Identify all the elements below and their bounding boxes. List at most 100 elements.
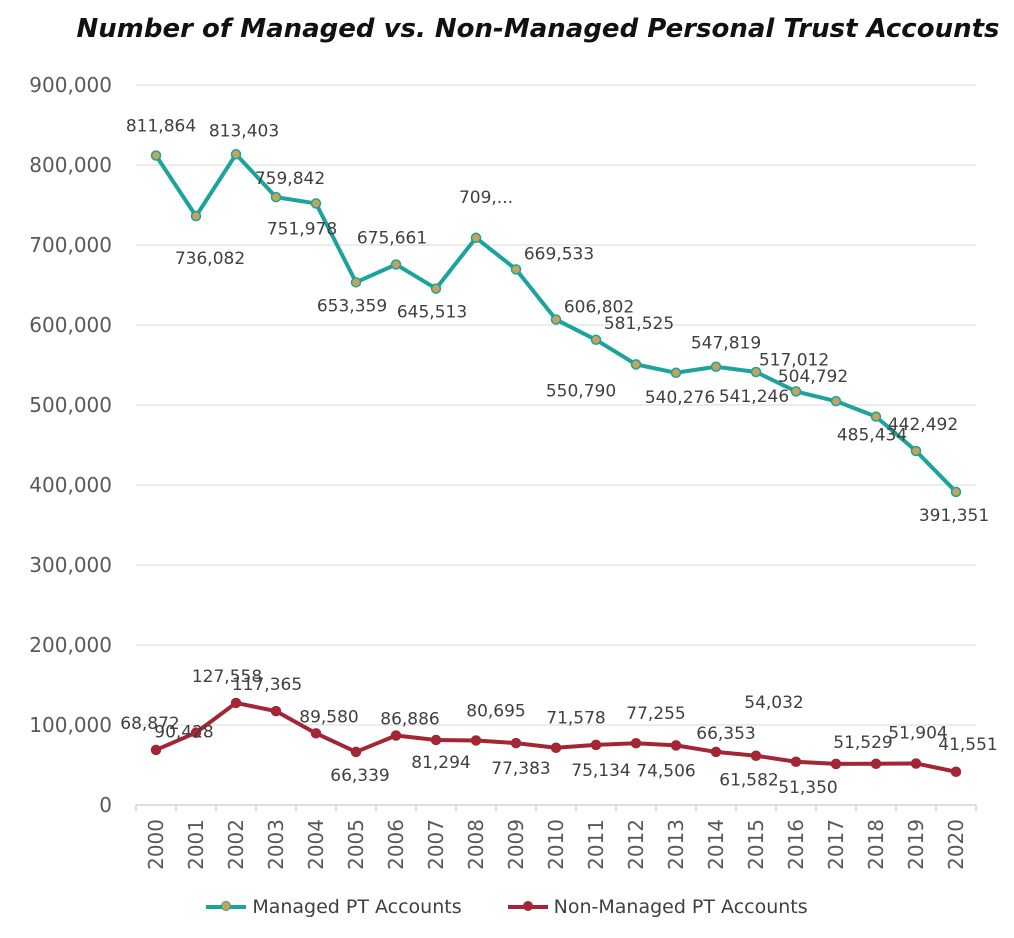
y-tick-label: 800,000 bbox=[29, 153, 112, 177]
data-label: 77,255 bbox=[626, 704, 685, 724]
data-label: 550,790 bbox=[546, 381, 616, 401]
data-label: 51,904 bbox=[888, 723, 947, 743]
data-point bbox=[310, 198, 322, 209]
x-tick-label: 2003 bbox=[264, 819, 288, 870]
x-tick-label: 2011 bbox=[584, 819, 608, 870]
data-label: 61,582 bbox=[719, 771, 778, 791]
data-point bbox=[950, 486, 962, 498]
x-tick-label: 2013 bbox=[664, 819, 688, 870]
legend-item-managed[interactable]: Managed PT Accounts bbox=[206, 896, 462, 918]
x-tick-label: 2020 bbox=[944, 819, 968, 870]
data-point bbox=[510, 737, 522, 749]
gridlines bbox=[136, 84, 976, 726]
data-point bbox=[230, 697, 242, 709]
y-tick-label: 200,000 bbox=[29, 633, 112, 657]
y-tick-label: 100,000 bbox=[29, 713, 112, 737]
x-tick-label: 2014 bbox=[704, 819, 728, 870]
data-point bbox=[910, 758, 922, 769]
data-label: 71,578 bbox=[546, 709, 605, 729]
legend-swatch-nonmanaged bbox=[507, 901, 548, 911]
data-point bbox=[670, 367, 682, 379]
data-label: 391,351 bbox=[919, 506, 989, 526]
data-point bbox=[350, 746, 362, 758]
data-point bbox=[190, 210, 202, 222]
data-label: 442,492 bbox=[888, 415, 958, 435]
data-point bbox=[750, 750, 762, 761]
data-label: 751,978 bbox=[267, 219, 337, 239]
data-label: 653,359 bbox=[317, 296, 387, 316]
data-labels: 811,864 736,082 813,403 759,842 751,978 653,3… bbox=[120, 117, 997, 798]
data-point bbox=[630, 737, 642, 749]
data-label: 75,134 bbox=[571, 761, 630, 781]
x-tick-label: 2010 bbox=[544, 819, 568, 870]
data-point bbox=[470, 232, 482, 244]
data-point bbox=[870, 411, 882, 422]
data-label: 74,506 bbox=[636, 761, 695, 781]
data-label: 547,819 bbox=[691, 334, 761, 354]
data-label: 581,525 bbox=[604, 314, 674, 334]
x-tick-label: 2002 bbox=[224, 819, 248, 870]
y-tick-label: 700,000 bbox=[29, 233, 112, 257]
data-point bbox=[230, 149, 242, 160]
data-point bbox=[710, 746, 722, 758]
data-point bbox=[590, 739, 602, 751]
y-tick-label: 500,000 bbox=[29, 393, 112, 417]
data-label: 736,082 bbox=[175, 249, 245, 269]
data-point bbox=[790, 756, 802, 768]
data-point bbox=[190, 727, 202, 738]
data-label: 813,403 bbox=[209, 121, 279, 141]
data-point bbox=[830, 395, 842, 407]
data-point bbox=[950, 766, 962, 778]
data-point bbox=[710, 361, 722, 372]
data-label: 709,... bbox=[459, 188, 513, 208]
x-axis: 2000 2001 2002 2003 2004 2005 2006 2007 2008 2009… bbox=[135, 804, 977, 870]
series-lines bbox=[150, 149, 962, 778]
data-label: 54,032 bbox=[744, 693, 803, 713]
data-label: 81,294 bbox=[411, 753, 470, 773]
data-label: 51,529 bbox=[833, 733, 892, 753]
line-chart: 0 100,000 200,000 300,000 400,000 500,000 600,… bbox=[29, 73, 997, 870]
x-tick-label: 2005 bbox=[344, 819, 368, 870]
data-point bbox=[270, 191, 282, 203]
data-label: 77,383 bbox=[491, 759, 550, 779]
data-point bbox=[630, 359, 642, 370]
x-tick-label: 2007 bbox=[424, 819, 448, 870]
data-point bbox=[750, 366, 762, 378]
data-label: 41,551 bbox=[938, 735, 997, 755]
legend-label-nonmanaged: Non-Managed PT Accounts bbox=[553, 896, 808, 918]
data-label: 68,872 bbox=[120, 714, 179, 734]
data-point bbox=[870, 758, 882, 770]
data-point bbox=[510, 264, 522, 275]
data-label: 504,792 bbox=[778, 367, 848, 387]
data-point bbox=[830, 758, 842, 770]
data-point bbox=[390, 730, 402, 741]
data-point bbox=[270, 705, 282, 717]
x-tick-label: 2016 bbox=[784, 819, 808, 870]
data-label: 80,695 bbox=[466, 701, 525, 721]
y-tick-label: 600,000 bbox=[29, 313, 112, 337]
x-tick-label: 2008 bbox=[464, 819, 488, 870]
data-point bbox=[150, 744, 162, 756]
data-label: 90,428 bbox=[154, 723, 213, 743]
data-label: 645,513 bbox=[397, 303, 467, 323]
x-tick-label: 2012 bbox=[624, 819, 648, 870]
data-point bbox=[470, 735, 482, 746]
data-label: 485,434 bbox=[837, 426, 907, 446]
data-point bbox=[390, 259, 402, 270]
data-point bbox=[430, 734, 442, 746]
data-label: 127,558 bbox=[192, 667, 262, 687]
y-tick-label: 300,000 bbox=[29, 553, 112, 577]
data-point bbox=[790, 386, 802, 397]
data-point bbox=[670, 740, 682, 751]
x-tick-label: 2017 bbox=[824, 819, 848, 870]
data-label: 669,533 bbox=[524, 244, 594, 264]
legend: Managed PT Accounts Non-Managed PT Accou… bbox=[0, 896, 1014, 918]
legend-item-nonmanaged[interactable]: Non-Managed PT Accounts bbox=[507, 896, 808, 918]
data-label: 51,350 bbox=[778, 778, 837, 798]
data-label: 540,276 bbox=[645, 388, 715, 408]
data-label: 541,246 bbox=[719, 387, 789, 407]
y-axis: 0 100,000 200,000 300,000 400,000 500,000 600,… bbox=[29, 73, 112, 817]
data-label: 66,353 bbox=[696, 724, 755, 744]
x-tick-label: 2015 bbox=[744, 819, 768, 870]
data-label: 86,886 bbox=[380, 709, 439, 729]
